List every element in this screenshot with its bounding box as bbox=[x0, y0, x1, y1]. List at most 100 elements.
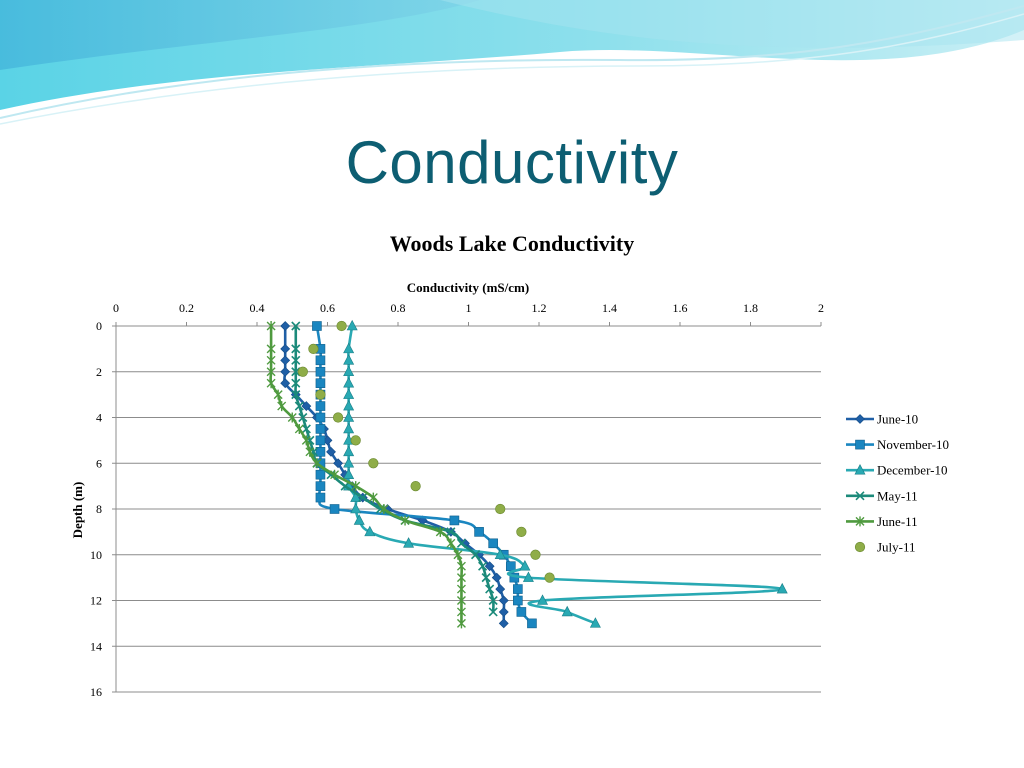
y-tick-label: 14 bbox=[90, 639, 102, 653]
data-point bbox=[530, 549, 541, 560]
data-point bbox=[350, 502, 362, 514]
data-point bbox=[315, 412, 326, 423]
legend-marker bbox=[854, 541, 866, 553]
data-point bbox=[280, 321, 291, 331]
data-point bbox=[315, 435, 326, 446]
data-point bbox=[291, 367, 301, 377]
data-point bbox=[343, 445, 355, 457]
axes: 0 2 4 6 8 10 12 14 16 0 0.2 0.4 0.6 0.8 1 1.2 1.4 1.6 1.8 2 bbox=[90, 301, 824, 699]
data-point bbox=[280, 378, 291, 389]
x-tick-label: 0.6 bbox=[320, 301, 335, 315]
legend-item: June-10 bbox=[846, 412, 918, 427]
data-point bbox=[294, 423, 304, 434]
data-point bbox=[358, 492, 368, 503]
data-point bbox=[403, 537, 415, 548]
data-point bbox=[456, 561, 466, 572]
y-tick-label: 8 bbox=[96, 502, 102, 516]
data-point bbox=[280, 343, 291, 354]
data-point bbox=[513, 584, 523, 594]
x-tick-label: 1.4 bbox=[602, 301, 617, 315]
data-point bbox=[291, 355, 301, 365]
y-tick-label: 0 bbox=[96, 319, 102, 333]
data-point bbox=[522, 571, 534, 582]
data-point bbox=[456, 584, 466, 595]
data-point bbox=[266, 343, 276, 354]
legend-marker bbox=[855, 414, 865, 424]
data-point bbox=[301, 435, 311, 446]
legend-label: May-11 bbox=[877, 488, 918, 503]
data-point bbox=[266, 378, 276, 389]
x-tick-label: 1 bbox=[466, 301, 472, 315]
data-point bbox=[336, 320, 347, 332]
y-tick-label: 2 bbox=[96, 365, 102, 379]
data-point bbox=[495, 584, 506, 594]
data-point bbox=[488, 595, 498, 606]
series-july-11 bbox=[297, 320, 555, 583]
legend-label: December-10 bbox=[877, 463, 947, 478]
data-point bbox=[301, 401, 312, 411]
data-point bbox=[537, 594, 549, 605]
data-point bbox=[410, 481, 421, 492]
data-point bbox=[297, 366, 308, 377]
data-point bbox=[280, 366, 291, 377]
series-december-10 bbox=[343, 319, 788, 628]
legend-marker bbox=[854, 464, 866, 475]
data-point bbox=[350, 435, 361, 446]
legend-item: December-10 bbox=[846, 463, 947, 478]
legend-label: June-10 bbox=[877, 412, 918, 427]
data-point bbox=[456, 618, 466, 629]
x-tick-label: 0.8 bbox=[391, 301, 406, 315]
data-point bbox=[589, 617, 601, 628]
data-point bbox=[343, 388, 355, 399]
data-point bbox=[333, 458, 343, 469]
x-tick-label: 0.4 bbox=[250, 301, 265, 315]
legend-item: July-11 bbox=[854, 540, 916, 555]
legend-label: July-11 bbox=[877, 540, 916, 555]
data-point bbox=[329, 504, 340, 514]
data-point bbox=[435, 526, 445, 537]
data-point bbox=[315, 366, 326, 377]
data-point bbox=[343, 342, 355, 354]
gridlines bbox=[116, 325, 821, 693]
data-point bbox=[346, 319, 358, 331]
header-wave-decoration bbox=[0, 0, 1024, 125]
legend-item: June-11 bbox=[846, 514, 918, 529]
data-point bbox=[519, 560, 531, 571]
data-point bbox=[280, 355, 291, 366]
x-tick-label: 2 bbox=[818, 301, 824, 315]
data-point bbox=[343, 399, 355, 411]
data-point bbox=[266, 355, 276, 366]
data-point bbox=[340, 481, 350, 491]
y-axis-title: Depth (m) bbox=[70, 482, 85, 539]
data-point bbox=[312, 458, 322, 469]
legend-item: May-11 bbox=[846, 488, 918, 503]
y-tick-label: 6 bbox=[96, 456, 102, 470]
data-point bbox=[495, 503, 506, 515]
data-point bbox=[478, 561, 488, 571]
series-june-10 bbox=[280, 321, 509, 629]
data-point bbox=[379, 504, 389, 514]
data-point bbox=[481, 573, 491, 583]
data-point bbox=[449, 515, 460, 526]
legend-marker bbox=[855, 439, 865, 450]
data-point bbox=[343, 365, 355, 377]
x-tick-label: 1.8 bbox=[743, 301, 758, 315]
data-point bbox=[315, 481, 326, 491]
data-point bbox=[301, 424, 311, 434]
data-point bbox=[343, 457, 355, 468]
data-point bbox=[291, 344, 301, 354]
y-tick-label: 4 bbox=[96, 411, 102, 425]
data-point bbox=[315, 378, 326, 388]
data-point bbox=[291, 321, 301, 331]
data-point bbox=[330, 469, 340, 480]
data-point bbox=[446, 527, 456, 537]
data-point bbox=[505, 561, 516, 571]
series-line bbox=[346, 325, 784, 625]
data-point bbox=[343, 468, 355, 479]
data-point bbox=[498, 607, 509, 617]
legend-marker bbox=[855, 491, 865, 501]
x-tick-label: 0.2 bbox=[179, 301, 194, 315]
data-point bbox=[294, 401, 304, 411]
data-point bbox=[315, 424, 326, 434]
data-point bbox=[485, 584, 495, 594]
